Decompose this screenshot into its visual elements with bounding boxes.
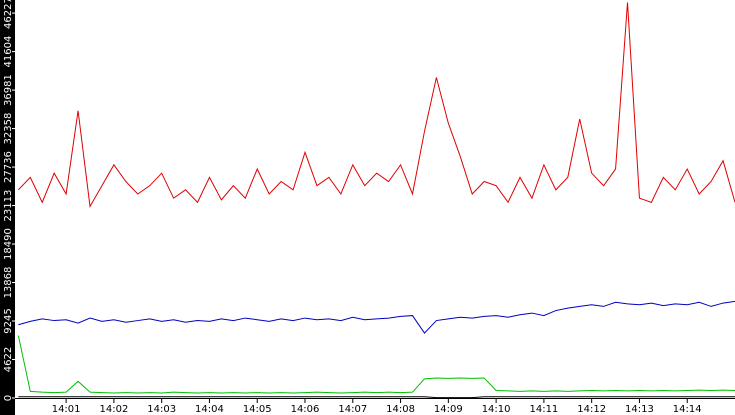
- x-tick-label: 14:09: [434, 404, 463, 415]
- y-tick-label: 27736: [3, 151, 14, 183]
- x-tick-label: 14:11: [529, 404, 558, 415]
- x-tick-label: 14:02: [99, 404, 128, 415]
- series-line: [17, 335, 735, 394]
- y-tick-label: 23113: [3, 190, 14, 222]
- x-tick-label: 14:13: [625, 404, 654, 415]
- series-line: [18, 396, 735, 399]
- x-tick-label: 14:03: [147, 404, 176, 415]
- x-tick-label: 14:10: [482, 404, 511, 415]
- y-tick-label: 0: [3, 395, 14, 401]
- x-tick-label: 14:04: [195, 404, 224, 415]
- y-tick-label: 41604: [3, 36, 14, 68]
- x-tick-label: 14:05: [243, 404, 272, 415]
- x-tick-label: 14:08: [386, 404, 415, 415]
- y-tick-label: 46227: [3, 0, 14, 29]
- x-tick-label: 14:06: [291, 404, 320, 415]
- series-line: [17, 2, 735, 209]
- y-axis-strip: [0, 0, 15, 415]
- x-tick-label: 14:14: [673, 404, 702, 415]
- series-line: [18, 300, 735, 334]
- x-tick-label: 14:01: [52, 404, 81, 415]
- y-tick-label: 4622: [3, 347, 14, 372]
- y-tick-label: 32358: [3, 113, 14, 145]
- x-tick-label: 14:12: [577, 404, 606, 415]
- y-tick-label: 18490: [3, 228, 14, 260]
- y-tick-label: 36981: [3, 74, 14, 106]
- y-tick-label: 13868: [3, 267, 14, 299]
- x-tick-label: 14:07: [338, 404, 367, 415]
- y-tick-label: 9245: [3, 308, 14, 333]
